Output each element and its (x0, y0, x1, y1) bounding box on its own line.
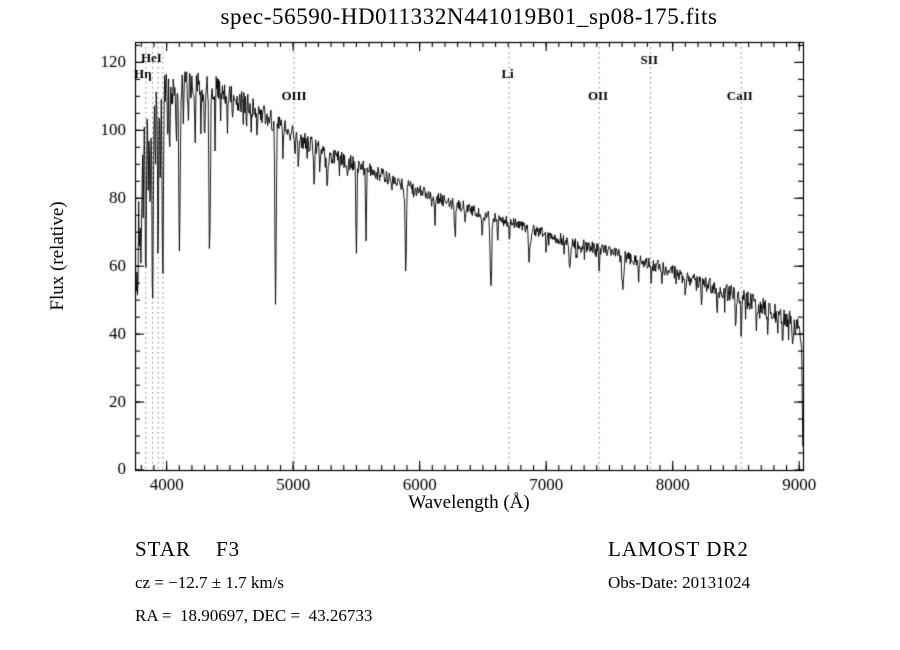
plot-title: spec-56590-HD011332N441019B01_sp08-175.f… (220, 4, 718, 29)
obs-date-label: Obs-Date: 20131024 (608, 573, 751, 592)
y-axis-label: Flux (relative) (47, 201, 68, 311)
ra-dec-label: RA = 18.90697, DEC = 43.26733 (135, 606, 373, 625)
radial-velocity-label: cz = −12.7 ± 1.7 km/s (135, 573, 284, 592)
survey-label: LAMOST DR2 (608, 537, 749, 561)
x-axis-label: Wavelength (Å) (408, 492, 530, 513)
object-class-label: STAR F3 (135, 537, 241, 561)
